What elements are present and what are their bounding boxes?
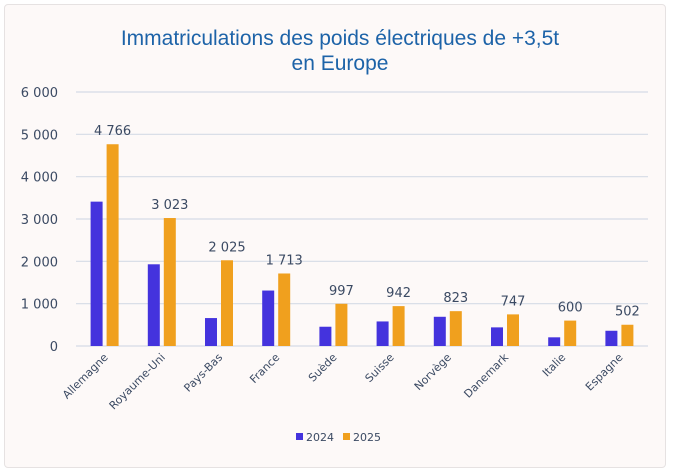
x-tick-label: Danemark — [461, 350, 511, 400]
legend-label: 2024 — [306, 431, 334, 444]
bar-2024 — [319, 326, 332, 346]
bar-2024 — [433, 316, 446, 346]
chart-title-line1: Immatriculations des poids électriques d… — [121, 27, 559, 50]
bar-2025 — [106, 144, 119, 346]
legend-label: 2025 — [353, 431, 381, 444]
chart-title-line2: en Europe — [292, 52, 389, 75]
data-label: 502 — [615, 305, 640, 320]
data-label: 997 — [329, 284, 354, 299]
data-label: 2 025 — [208, 240, 245, 255]
bar-2025 — [392, 306, 405, 346]
x-tick-label: Norvège — [412, 351, 454, 393]
bar-2025 — [221, 260, 233, 346]
x-tick-label: Suède — [306, 351, 340, 385]
y-tick-label: 0 — [50, 340, 58, 355]
x-tick-label: Pays-Bas — [181, 351, 225, 395]
data-label: 942 — [386, 286, 411, 301]
data-label: 747 — [501, 294, 526, 309]
bar-2025 — [163, 218, 176, 346]
x-tick-label: Allemagne — [60, 351, 111, 402]
bar-2024 — [376, 321, 389, 346]
y-tick-label: 4 000 — [21, 171, 58, 186]
y-tick-label: 1 000 — [21, 298, 58, 313]
bar-2025 — [449, 311, 462, 346]
bar-2025 — [507, 314, 519, 346]
bar-2025 — [564, 320, 577, 346]
legend-swatch — [343, 433, 350, 440]
data-label: 3 023 — [151, 198, 188, 213]
bar-2024 — [147, 264, 160, 346]
x-tick-label: Suisse — [363, 351, 397, 385]
bar-2024 — [205, 318, 217, 346]
bar-2024 — [262, 290, 275, 346]
y-tick-label: 5 000 — [21, 128, 58, 143]
x-tick-label: Espagne — [583, 351, 626, 394]
bar-2024 — [605, 330, 618, 346]
bar-2025 — [621, 324, 634, 346]
bar-2024 — [90, 201, 103, 346]
x-tick-label: France — [247, 351, 282, 386]
y-tick-label: 3 000 — [21, 213, 58, 228]
x-tick-label: Italie — [540, 351, 569, 380]
data-label: 600 — [558, 301, 583, 316]
bar-2024 — [491, 327, 503, 346]
x-tick-label: Royaume-Uni — [107, 351, 168, 412]
data-label: 823 — [443, 291, 468, 306]
data-label: 4 766 — [94, 124, 131, 139]
y-tick-label: 6 000 — [21, 86, 58, 101]
y-tick-label: 2 000 — [21, 255, 58, 270]
legend-swatch — [296, 433, 303, 440]
data-label: 1 713 — [266, 253, 303, 268]
bar-2024 — [548, 337, 561, 346]
bar-2025 — [335, 303, 348, 346]
bar-2025 — [278, 273, 291, 346]
